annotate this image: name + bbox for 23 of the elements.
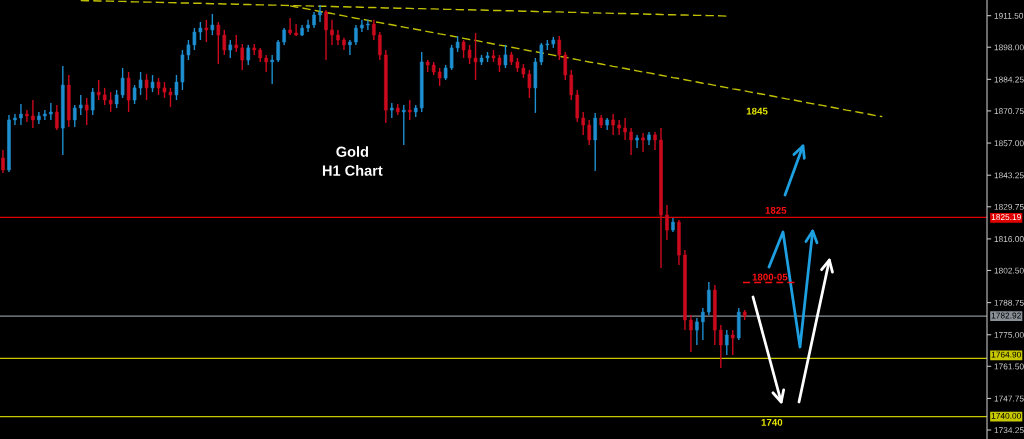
y-tick-label: 1829.75 <box>994 203 1024 210</box>
annotation: 1740 <box>761 418 783 426</box>
ref-line-label: 1740.00 <box>991 412 1021 419</box>
annotation: 1800-05 <box>752 273 788 281</box>
annotation: 1845 <box>746 107 768 115</box>
y-tick-label: 1911.50 <box>994 12 1024 19</box>
y-tick-label: 1802.50 <box>994 267 1024 274</box>
y-tick-label: 1870.75 <box>994 108 1024 115</box>
y-tick-label: 1884.25 <box>994 76 1024 83</box>
annotation: 1825 <box>765 206 787 214</box>
text: Gold H1 Chart <box>322 146 383 176</box>
y-tick-label: 1788.75 <box>994 299 1024 306</box>
y-tick-label: 1898.00 <box>994 44 1024 51</box>
y-tick-label: 1761.50 <box>994 363 1024 370</box>
ref-line-label: 1825.19 <box>991 214 1021 220</box>
y-tick-label: 1857.00 <box>994 140 1024 147</box>
y-tick-label: 1734.25 <box>994 427 1024 434</box>
y-tick-label: 1816.00 <box>994 236 1024 242</box>
ref-line-label: 1764.90 <box>991 351 1021 358</box>
y-tick-label: 1747.75 <box>994 395 1024 402</box>
ref-line-label: 1782.92 <box>991 312 1021 319</box>
y-tick-label: 1775.00 <box>994 331 1024 338</box>
y-tick-label: 1843.25 <box>994 172 1024 179</box>
